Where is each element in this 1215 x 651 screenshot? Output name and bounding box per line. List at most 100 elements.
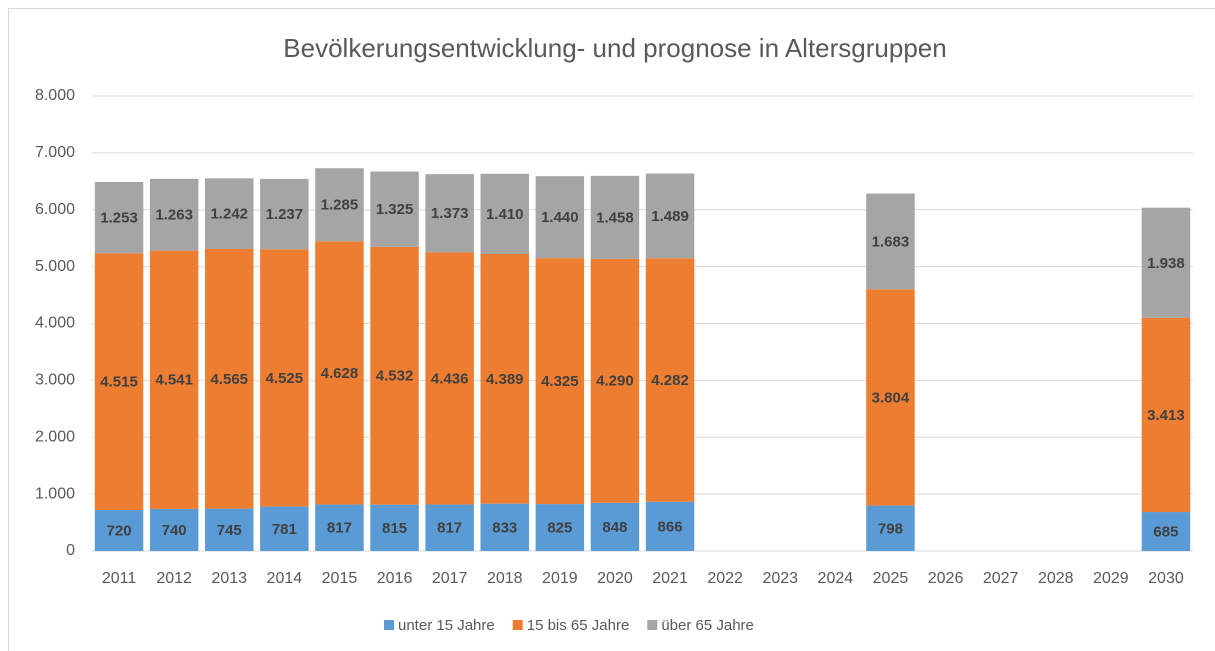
value-label: 817 [437, 520, 462, 537]
x-tick-label: 2028 [1038, 570, 1074, 587]
bar-segment [260, 506, 309, 551]
legend-label: 15 bis 65 Jahre [527, 617, 630, 634]
x-tick-label: 2013 [211, 570, 247, 587]
value-label: 1.253 [100, 210, 138, 227]
value-label: 798 [878, 520, 903, 537]
bar-segment [645, 258, 695, 502]
value-label: 745 [217, 522, 242, 539]
value-label: 1.410 [486, 206, 524, 223]
value-label: 1.458 [596, 209, 634, 226]
value-label: 4.532 [376, 368, 414, 385]
value-label: 1.263 [155, 207, 193, 224]
bar-segment [1141, 317, 1191, 513]
value-label: 1.373 [431, 205, 469, 222]
value-label: 4.325 [541, 373, 579, 390]
bar-segment [645, 173, 695, 259]
value-label: 3.804 [872, 389, 910, 406]
bar-segment [205, 248, 254, 509]
x-tick-label: 2015 [322, 570, 358, 587]
value-label: 1.683 [872, 233, 910, 250]
value-label: 825 [547, 520, 572, 537]
bar-segment [480, 503, 529, 551]
bar-segment [1141, 207, 1191, 318]
bar-segment [866, 193, 915, 290]
x-tick-label: 2030 [1148, 570, 1184, 587]
x-tick-label: 2014 [267, 570, 303, 587]
bar-segment [260, 249, 309, 507]
y-tick-label: 0 [66, 542, 75, 559]
value-label: 1.489 [651, 208, 689, 225]
y-tick-label: 6.000 [35, 201, 75, 218]
bar-segment [1141, 512, 1191, 551]
x-tick-label: 2011 [102, 570, 137, 587]
x-tick-label: 2016 [377, 570, 413, 587]
value-label: 685 [1153, 523, 1178, 540]
legend-swatch [647, 620, 658, 630]
value-label: 4.628 [321, 365, 359, 382]
bar-segment [149, 508, 199, 551]
bar-segment [94, 253, 144, 511]
bar-segment [425, 252, 474, 505]
x-tick-label: 2025 [873, 570, 909, 587]
y-tick-label: 7.000 [35, 144, 75, 161]
value-label: 4.290 [596, 373, 634, 390]
value-label: 4.565 [210, 371, 248, 388]
value-label: 817 [327, 520, 352, 537]
bar-segment [315, 241, 364, 505]
value-label: 866 [658, 518, 683, 535]
value-label: 781 [272, 521, 297, 538]
x-tick-label: 2012 [156, 570, 192, 587]
value-label: 1.242 [210, 206, 248, 223]
x-tick-label: 2019 [542, 570, 578, 587]
bar-segment [590, 258, 640, 503]
bar-segment [370, 171, 419, 247]
bar-segment [205, 178, 254, 249]
x-tick-label: 2029 [1093, 570, 1129, 587]
legend-label: unter 15 Jahre [398, 617, 495, 634]
x-tick-label: 2026 [928, 570, 964, 587]
x-tick-label: 2018 [487, 570, 523, 587]
bar-segment [425, 504, 474, 551]
x-tick-label: 2021 [652, 570, 688, 587]
value-label: 4.282 [651, 372, 689, 389]
bar-segment [866, 505, 915, 551]
value-label: 815 [382, 520, 407, 537]
x-tick-label: 2027 [983, 570, 1019, 587]
value-label: 1.325 [376, 201, 414, 218]
legend-swatch [384, 620, 394, 630]
value-label: 4.525 [266, 370, 304, 387]
bar-segment [94, 510, 144, 551]
value-label: 1.440 [541, 209, 579, 226]
y-tick-label: 2.000 [35, 428, 75, 445]
bar-segment [315, 504, 364, 551]
bar-segment [535, 504, 585, 551]
value-label: 4.389 [486, 371, 524, 388]
chart-title: Bevölkerungsentwicklung- und prognose in… [283, 33, 946, 63]
bar-segment [370, 504, 419, 551]
x-tick-label: 2023 [762, 570, 798, 587]
value-label: 4.436 [431, 370, 469, 387]
y-tick-label: 5.000 [35, 258, 75, 275]
value-label: 848 [602, 519, 627, 536]
value-label: 1.237 [266, 206, 304, 223]
bar-segment [260, 178, 309, 250]
bar-segment [149, 178, 199, 251]
value-label: 3.413 [1147, 407, 1185, 424]
bar-segment [480, 173, 529, 254]
x-tick-label: 2017 [432, 570, 468, 587]
y-tick-label: 1.000 [35, 485, 75, 502]
value-label: 720 [107, 522, 132, 539]
y-tick-label: 3.000 [35, 372, 75, 389]
value-label: 833 [492, 519, 517, 536]
y-tick-label: 8.000 [35, 87, 75, 104]
bar-segment [645, 501, 695, 551]
x-tick-label: 2020 [597, 570, 633, 587]
value-label: 740 [162, 522, 187, 539]
bar-segment [370, 246, 419, 505]
bar-segment [535, 258, 585, 505]
x-tick-label: 2024 [818, 570, 854, 587]
bar-segment [94, 181, 144, 254]
bar-segment [425, 174, 474, 253]
bar-segment [866, 289, 915, 506]
